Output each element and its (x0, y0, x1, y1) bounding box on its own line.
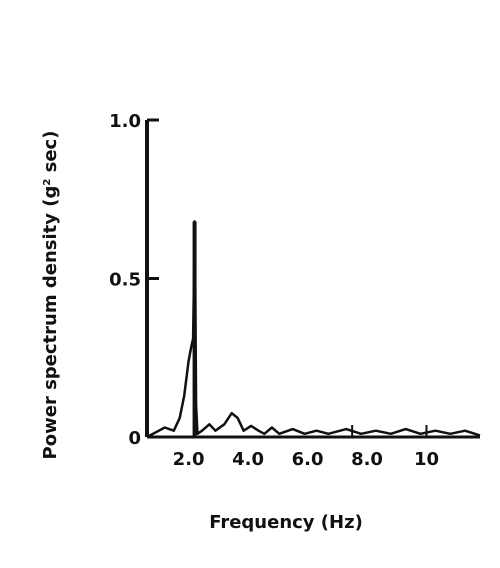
y-axis-title: Power spectrum density (g2 sec) (40, 131, 61, 460)
y-tick-label: 0 (128, 428, 141, 449)
x-tick-label: 10 (414, 449, 439, 470)
x-tick-label: 8.0 (351, 449, 383, 470)
x-axis-title: Frequency (Hz) (209, 512, 363, 533)
plot-area: 0 0.5 1.0 2.0 4.0 6.0 8.0 10 (109, 111, 481, 470)
x-tick-label: 2.0 (173, 449, 205, 470)
y-axis-title-superscript: 2 (42, 179, 53, 186)
y-axis-title-suffix: sec) (40, 131, 61, 179)
y-ticks: 0 0.5 1.0 (109, 111, 159, 449)
y-tick-label: 0.5 (109, 270, 141, 291)
y-tick-label: 1.0 (109, 111, 141, 132)
x-tick-label: 6.0 (292, 449, 324, 470)
x-tick-label: 4.0 (232, 449, 264, 470)
psd-series-line (146, 220, 481, 439)
y-axis-title-prefix: Power spectrum density (g (40, 186, 61, 460)
